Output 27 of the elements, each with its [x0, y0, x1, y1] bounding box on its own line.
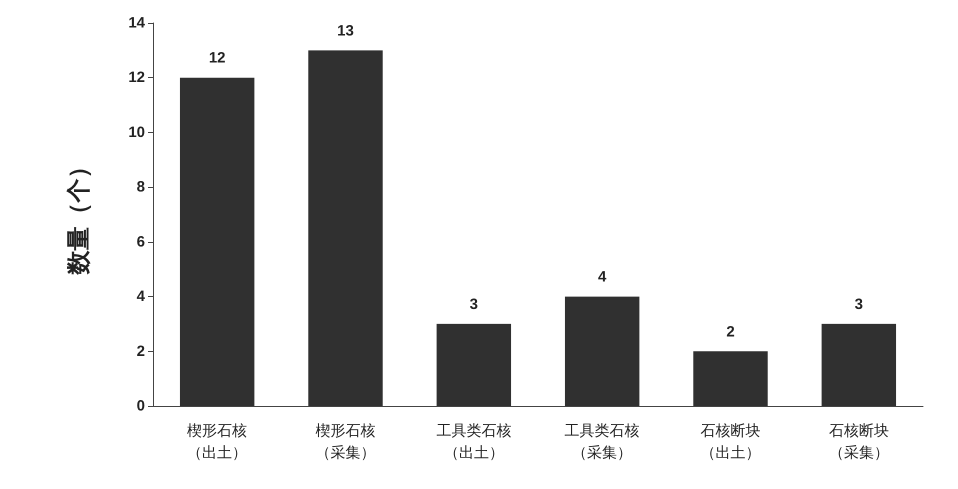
y-tick-label: 4 [136, 288, 146, 306]
x-tick-label: 楔形石核（采集） [316, 422, 376, 462]
data-label: 13 [337, 22, 354, 40]
y-tick-label: 2 [136, 342, 145, 360]
x-tick-label: 石核断块（出土） [700, 422, 760, 462]
bar [693, 351, 768, 406]
y-tick-label: 0 [136, 398, 145, 414]
y-axis-title: 数量（个） [66, 154, 92, 276]
y-tick-label: 12 [128, 69, 145, 86]
x-tick-label: 石核断块（采集） [828, 422, 889, 462]
x-tick-label: 楔形石核（出土） [187, 422, 248, 462]
bar [308, 50, 383, 406]
bar [822, 324, 896, 406]
data-label: 12 [208, 50, 226, 67]
y-tick-label: 10 [128, 124, 145, 141]
y-tick-label: 6 [136, 233, 145, 250]
bar [180, 78, 254, 406]
data-label: 3 [470, 296, 478, 313]
bar [436, 324, 512, 406]
y-tick-label: 14 [128, 14, 146, 32]
x-tick-label: 工具类石核（采集） [564, 422, 640, 462]
data-label: 2 [726, 323, 735, 340]
data-label: 4 [598, 268, 607, 286]
bar [564, 296, 640, 406]
y-tick-label: 8 [136, 178, 145, 196]
x-tick-label: 工具类石核（出土） [436, 422, 512, 462]
data-label: 3 [854, 296, 864, 313]
